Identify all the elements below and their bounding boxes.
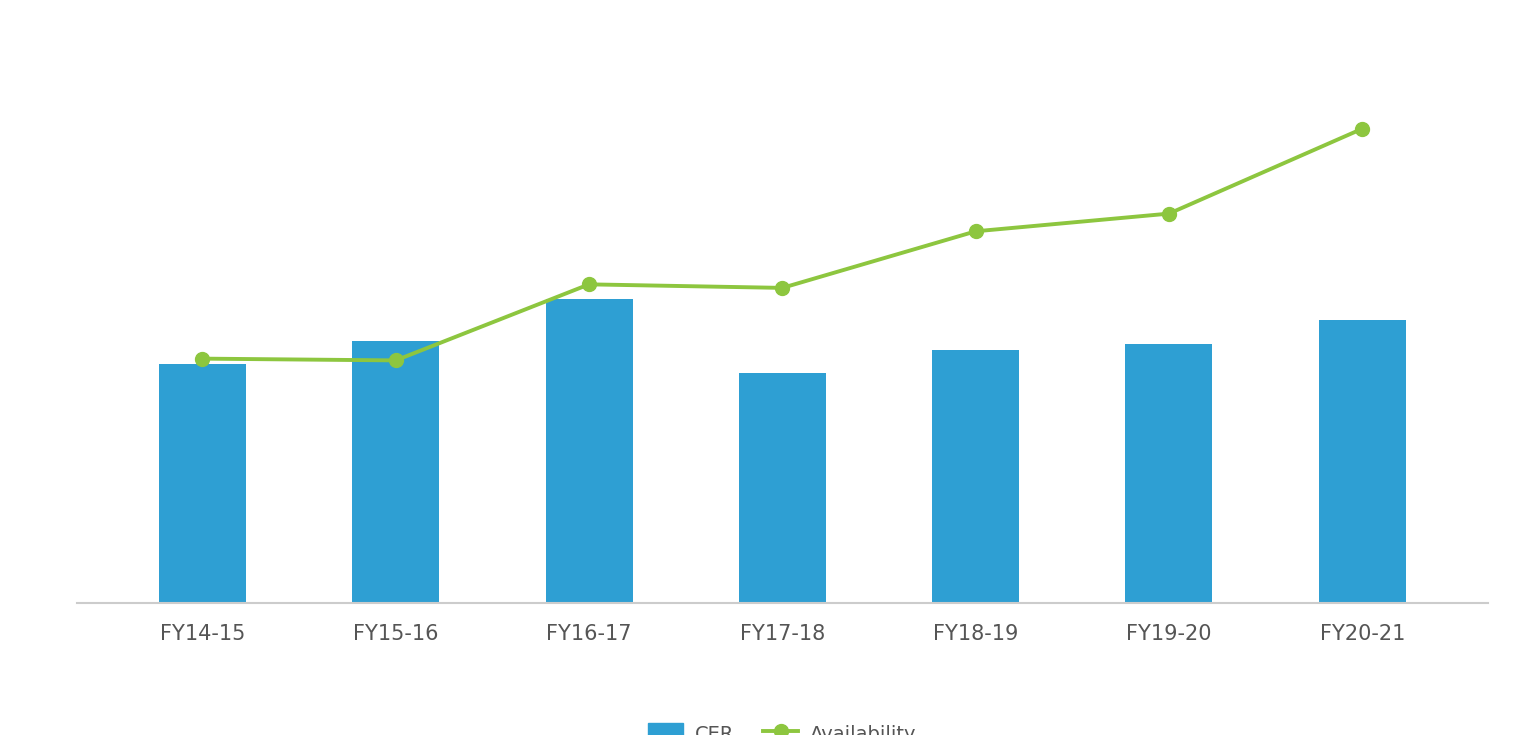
Bar <box>1126 345 1212 603</box>
Bar <box>546 298 632 603</box>
Bar <box>933 350 1019 603</box>
Bar <box>1319 320 1405 603</box>
Bar <box>739 373 825 603</box>
Bar <box>160 364 245 603</box>
Legend: CER, Availability: CER, Availability <box>640 715 925 735</box>
Bar <box>353 341 439 603</box>
